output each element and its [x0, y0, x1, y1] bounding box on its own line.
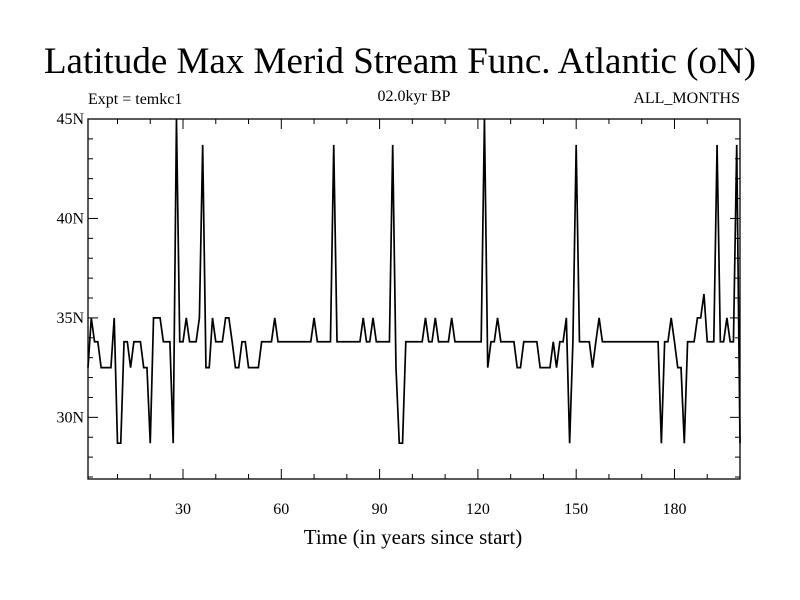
y-tick-label: 40N: [56, 210, 84, 227]
x-tick-label: 180: [662, 501, 686, 518]
months-label: ALL_MONTHS: [633, 90, 740, 107]
y-tick-label: 30N: [56, 409, 84, 426]
x-tick-label: 120: [466, 501, 490, 518]
x-tick-label: 60: [273, 501, 289, 518]
axis-ticks: [88, 118, 741, 479]
series-line: [87, 118, 741, 445]
y-tick-label: 35N: [56, 310, 84, 327]
y-tick-label: 45N: [56, 111, 84, 128]
plot-frame: [87, 118, 741, 480]
experiment-label: Expt = temkc1: [88, 91, 183, 108]
chart-title: Latitude Max Merid Stream Func. Atlantic…: [43, 41, 757, 82]
tick-labels: 30N 35N 40N 45N 30 60 90 120 150 180: [56, 111, 686, 518]
x-tick-label: 150: [564, 501, 588, 518]
x-tick-label: 90: [372, 501, 388, 518]
x-tick-label: 30: [175, 501, 191, 518]
x-axis-label: Time (in years since start): [303, 525, 523, 549]
period-label: 02.0kyr BP: [377, 88, 451, 105]
